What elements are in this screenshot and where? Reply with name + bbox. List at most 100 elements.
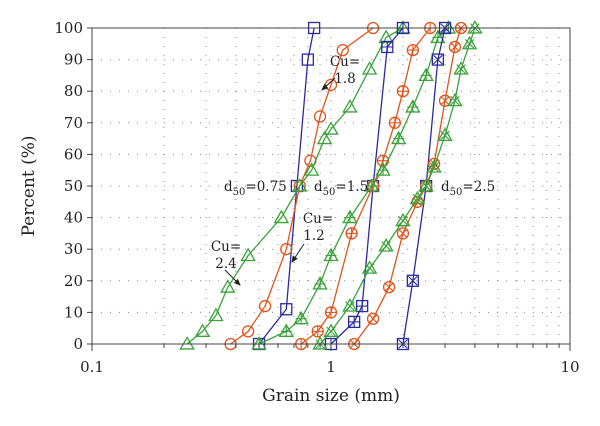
y-tick-label: 30 [64, 240, 83, 258]
grid-lines [92, 28, 570, 344]
marker-x-b [384, 282, 394, 292]
annotation-d50-1-5-sub: 50 [323, 187, 336, 198]
y-tick-label: 50 [64, 177, 83, 195]
data-point-triangle [361, 61, 378, 75]
series-line [353, 27, 462, 345]
x-axis-label: Grain size (mm) [262, 386, 400, 406]
annotation-cu-2-4-value: 2.4 [215, 256, 236, 272]
annotation-cu-2-4-arrow [224, 269, 241, 286]
data-point-triangle [342, 298, 358, 312]
data-point-triangle [312, 336, 328, 350]
data-point-square [406, 274, 419, 287]
series-line [186, 27, 404, 345]
marker-x-b [412, 193, 423, 204]
data-point-triangle [378, 29, 394, 44]
data-point-circle [241, 325, 255, 338]
y-axis-label: Percent (%) [19, 135, 39, 236]
annotation-cu-1-8: Cu= 1.8 [321, 54, 360, 91]
annotation-cu-2-4: Cu= 2.4 [211, 239, 241, 286]
data-point-circle [258, 299, 272, 313]
series-line [230, 27, 374, 345]
data-point-square [280, 303, 293, 316]
marker-x-b [364, 263, 375, 273]
marker-x-b [408, 276, 418, 286]
marker-x-b [421, 181, 431, 191]
x-tick-label: 10 [560, 358, 579, 376]
plot-area-frame [91, 27, 571, 345]
data-point-triangle [447, 92, 463, 107]
series-triangle-d50-0-75 [179, 20, 411, 350]
data-point-triangle [240, 247, 256, 262]
series-triangle-x-d50-2-5 [312, 20, 483, 350]
annotation-d50-2-5-sub: 50 [450, 187, 463, 198]
data-point-triangle [316, 130, 333, 145]
marker-x-b [440, 130, 450, 141]
data-point-circle [336, 43, 349, 57]
data-point-triangle [292, 178, 308, 192]
annotation-cu-1-2-arrow [291, 243, 305, 263]
data-point-triangle [361, 260, 378, 274]
marker-x-b [345, 301, 355, 311]
data-point-triangle [323, 323, 339, 337]
annotation-d50-1-5-text: d50=1.5 [314, 179, 368, 198]
x-tick-label: 0.1 [80, 358, 104, 376]
data-point-circle [382, 280, 396, 294]
data-point-triangle [378, 238, 394, 252]
y-tick-label: 80 [64, 82, 83, 100]
y-tick-label: 10 [64, 303, 83, 321]
annotation-cu-2-4-label: Cu= [211, 239, 241, 255]
annotation-cu-1-8-arrow [321, 77, 336, 91]
annotation-d50-1-5: d50=1.5 [314, 179, 368, 198]
data-point-triangle [409, 190, 426, 205]
data-point-triangle [418, 178, 434, 192]
x-tick-label: 1 [326, 358, 336, 376]
data-point-triangle [426, 159, 442, 173]
annotation-d50-0-75-text: d50=0.75 [224, 179, 287, 198]
marker-x-b [464, 39, 475, 49]
marker-x-b [326, 326, 336, 337]
data-point-circle [448, 40, 462, 54]
data-point-triangle [303, 162, 320, 176]
data-point-circle [427, 157, 441, 171]
data-point-triangle [437, 127, 453, 142]
series-circle-d50-0-75 [224, 21, 380, 351]
y-tick-label: 60 [64, 145, 83, 163]
y-tick-label: 20 [64, 272, 83, 290]
marker-x-b [433, 54, 443, 65]
data-point-circle [280, 243, 293, 256]
annotation-d50-1-5-suffix: =1.5 [335, 179, 368, 195]
marker-x-b [450, 95, 460, 106]
marker-x-b [398, 228, 408, 239]
data-point-triangle [323, 121, 339, 135]
annotation-cu-1-8-label: Cu= [330, 54, 360, 70]
y-tick-label: 90 [64, 51, 83, 69]
annotation-d50-2-5-prefix: d [441, 179, 450, 195]
data-point-triangle [220, 279, 236, 293]
marker-x-b [368, 313, 378, 324]
marker-x-b [398, 215, 408, 226]
annotation-d50-2-5-suffix: =2.5 [462, 179, 495, 195]
data-point-circle [396, 227, 410, 240]
data-point-triangle [461, 35, 478, 50]
series-line [330, 27, 404, 345]
y-tick-label: 100 [54, 19, 83, 37]
y-tick-label: 40 [64, 209, 83, 227]
data-point-circle [313, 110, 327, 123]
annotation-d50-0-75-sub: 50 [233, 187, 246, 198]
axis-ticks: 0 10 20 30 40 50 60 70 80 90 100 0.1 1 10 [54, 19, 579, 376]
annotation-d50-0-75: d50=0.75 [224, 179, 287, 198]
series-line [258, 27, 315, 345]
annotation-d50-0-75-suffix: =0.75 [245, 179, 286, 195]
annotation-cu-1-8-value: 1.8 [334, 71, 355, 87]
data-point-triangle [273, 209, 290, 224]
marker-x-b [429, 162, 439, 172]
y-tick-label: 0 [73, 335, 83, 353]
annotation-d50-0-75-prefix: d [224, 179, 233, 195]
data-point-triangle [467, 20, 483, 34]
annotation-d50-2-5: d50=2.5 [441, 179, 495, 198]
data-point-triangle [395, 212, 411, 227]
data-point-triangle [342, 99, 358, 113]
data-point-triangle [194, 323, 211, 337]
annotation-cu-1-2: Cu= 1.2 [291, 211, 333, 263]
